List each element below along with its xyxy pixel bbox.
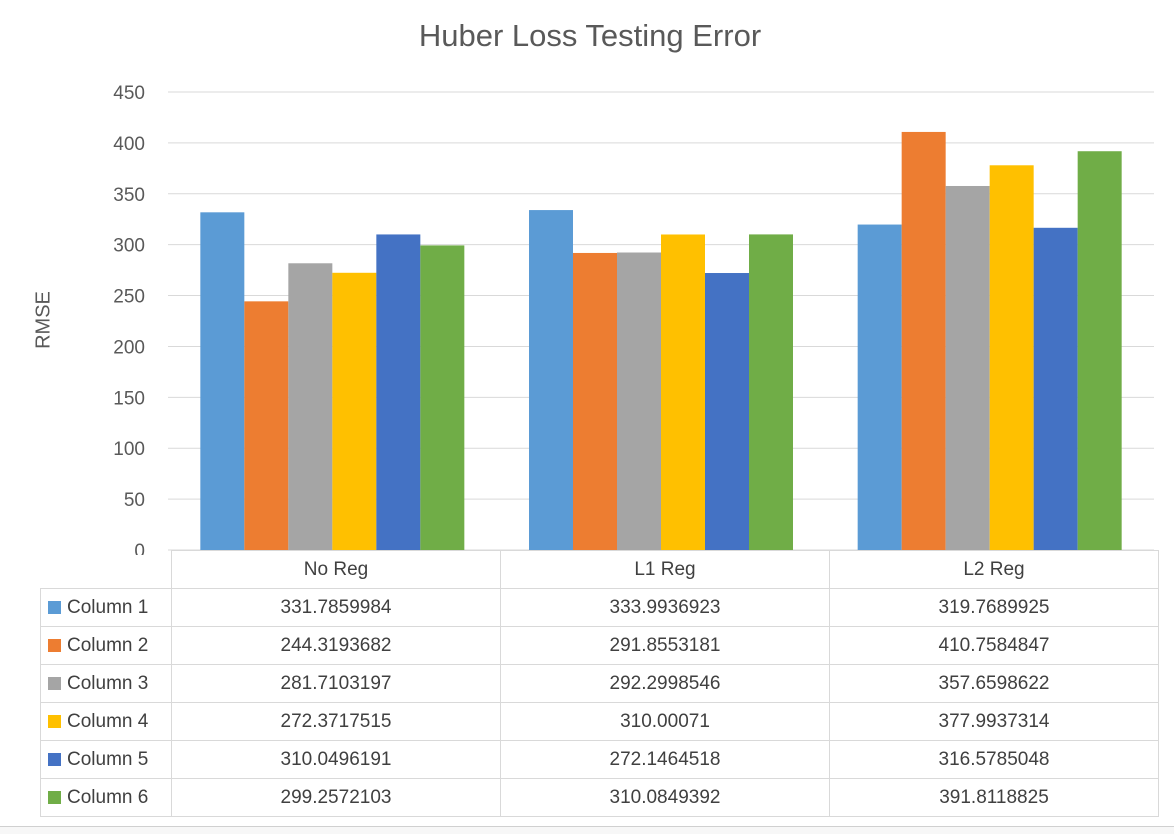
bar-column-1-l2-reg: [857, 224, 902, 551]
data-value-cell: 319.7689925: [829, 588, 1159, 627]
series-label-cell: Column 5: [40, 740, 172, 779]
y-tick-label: 50: [124, 490, 145, 511]
category-label: No Reg: [171, 550, 501, 589]
bar-column-3-l1-reg: [617, 252, 661, 550]
data-value-cell: 272.1464518: [500, 740, 830, 779]
plot-area: 0 50 100 150 200 250 300 350 400 450: [113, 83, 1154, 555]
series-name: Column 4: [67, 710, 149, 732]
bar-column-4-no-reg: [332, 272, 377, 550]
y-tick-label: 400: [113, 134, 145, 155]
data-value-cell: 357.6598622: [829, 664, 1159, 703]
y-tick-label: 150: [113, 388, 145, 409]
y-axis-ticks: 0 50 100 150 200 250 300 350 400 450: [113, 83, 145, 555]
series-name: Column 3: [67, 672, 149, 694]
table-row: Column 1 331.7859984 333.9936923 319.768992…: [40, 588, 1159, 627]
data-value-cell: 331.7859984: [171, 588, 501, 627]
series-name: Column 1: [67, 596, 149, 618]
bar-column-2-l2-reg: [901, 131, 946, 550]
legend-key-icon: [48, 714, 61, 728]
y-tick-label: 0: [134, 541, 145, 555]
bar-column-3-l2-reg: [945, 185, 990, 550]
bar-column-5-no-reg: [376, 234, 421, 550]
bar-column-5-l2-reg: [1033, 227, 1078, 550]
bar-column-5-l1-reg: [705, 273, 749, 550]
data-value-cell: 291.8553181: [500, 626, 830, 665]
y-tick-label: 100: [113, 439, 145, 460]
bar-column-4-l2-reg: [989, 165, 1034, 550]
bar-column-1-no-reg: [200, 212, 245, 550]
bar-column-3-no-reg: [288, 263, 333, 550]
bar-column-6-l1-reg: [749, 234, 793, 550]
data-value-cell: 272.3717515: [171, 702, 501, 741]
data-value-cell: 391.8118825: [829, 778, 1159, 817]
data-value-cell: 333.9936923: [500, 588, 830, 627]
data-value-cell: 310.0496191: [171, 740, 501, 779]
legend-key-icon: [48, 638, 61, 652]
category-label: L2 Reg: [829, 550, 1159, 589]
series-name: Column 2: [67, 634, 149, 656]
data-value-cell: 377.9937314: [829, 702, 1159, 741]
bar-column-2-l1-reg: [573, 252, 617, 550]
y-tick-label: 250: [113, 287, 145, 308]
series-label-cell: Column 6: [40, 778, 172, 817]
bar-column-6-no-reg: [420, 245, 465, 550]
series-label-cell: Column 2: [40, 626, 172, 665]
series-label-cell: Column 4: [40, 702, 172, 741]
data-value-cell: 244.3193682: [171, 626, 501, 665]
series-label-cell: Column 3: [40, 664, 172, 703]
data-table: No Reg L1 Reg L2 Reg Column 1 331.7859984 333…: [40, 550, 1159, 817]
data-value-cell: 310.00071: [500, 702, 830, 741]
legend-key-icon: [48, 790, 61, 804]
y-tick-label: 200: [113, 337, 145, 358]
bar-column-6-l2-reg: [1077, 151, 1122, 550]
y-tick-label: 300: [113, 236, 145, 257]
series-label-cell: Column 1: [40, 588, 172, 627]
legend-key-icon: [48, 600, 61, 614]
table-row: Column 5 310.0496191 272.1464518 316.578504…: [40, 740, 1159, 779]
data-value-cell: 316.5785048: [829, 740, 1159, 779]
table-row: Column 4 272.3717515 310.00071 377.9937314: [40, 702, 1159, 741]
table-row: Column 2 244.3193682 291.8553181 410.758484…: [40, 626, 1159, 665]
series-name: Column 5: [67, 748, 149, 770]
bottom-strip: [0, 826, 1174, 834]
table-header-row: No Reg L1 Reg L2 Reg: [40, 550, 1159, 589]
legend-key-icon: [48, 752, 61, 766]
bar-column-2-no-reg: [244, 301, 289, 550]
table-corner: [40, 550, 172, 589]
category-label: L1 Reg: [500, 550, 830, 589]
data-value-cell: 310.0849392: [500, 778, 830, 817]
bar-column-4-l1-reg: [661, 234, 705, 550]
series-name: Column 6: [67, 786, 149, 808]
bars: [200, 131, 1122, 551]
legend-key-icon: [48, 676, 61, 690]
table-row: Column 6 299.2572103 310.0849392 391.811882…: [40, 778, 1159, 817]
data-value-cell: 410.7584847: [829, 626, 1159, 665]
data-value-cell: 292.2998546: [500, 664, 830, 703]
data-value-cell: 299.2572103: [171, 778, 501, 817]
bar-column-1-l1-reg: [529, 210, 573, 550]
chart-title: Huber Loss Testing Error: [418, 18, 762, 53]
data-value-cell: 281.7103197: [171, 664, 501, 703]
table-row: Column 3 281.7103197 292.2998546 357.659862…: [40, 664, 1159, 703]
y-tick-label: 350: [113, 185, 145, 206]
y-tick-label: 450: [113, 83, 145, 104]
